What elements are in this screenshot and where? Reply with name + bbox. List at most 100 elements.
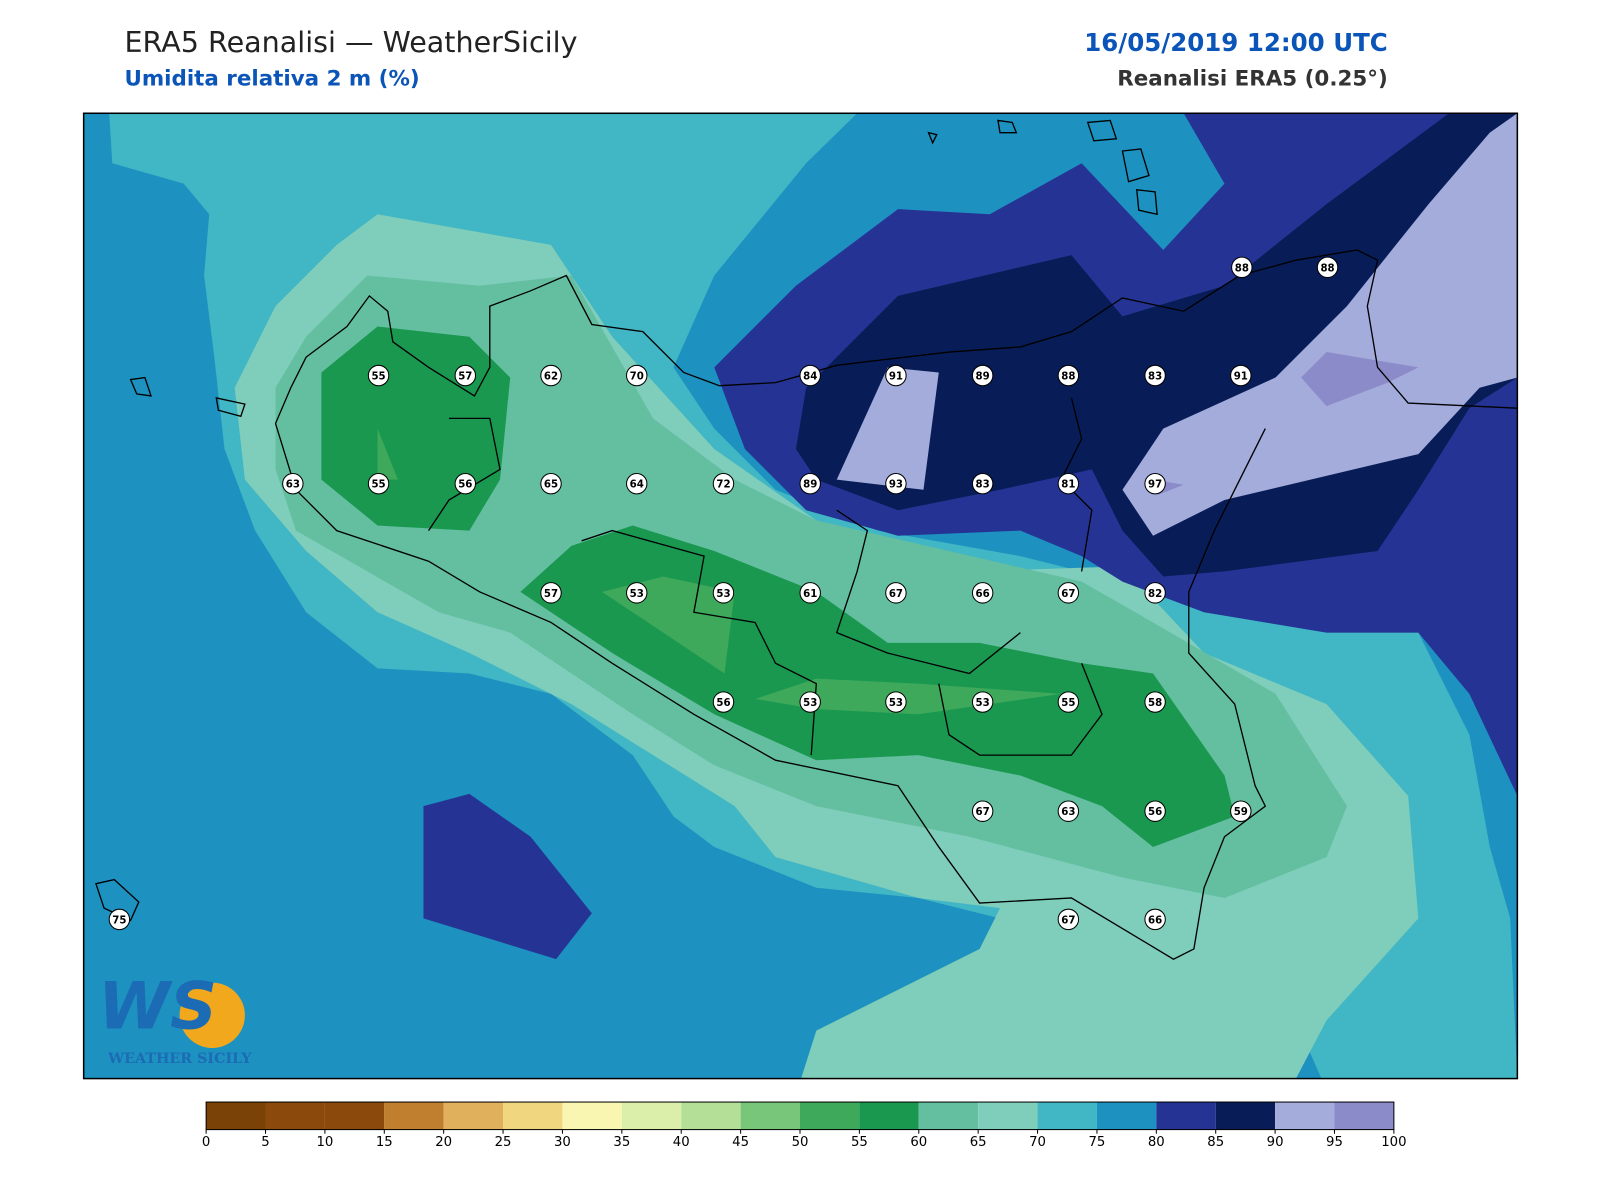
station-marker <box>1057 364 1080 387</box>
station-marker <box>1144 908 1166 931</box>
station-value: 67 <box>889 589 903 600</box>
logo-text: WEATHER SICILY <box>107 1051 252 1067</box>
station-value: 53 <box>630 589 644 600</box>
colorbar-tick-label: 15 <box>376 1135 393 1150</box>
station-marker <box>1144 691 1166 713</box>
station-marker <box>1057 472 1080 495</box>
station-value: 88 <box>1320 263 1334 274</box>
station-marker <box>1144 364 1166 387</box>
source: Reanalisi ERA5 (0.25°) <box>1117 67 1387 92</box>
station-value: 97 <box>1148 480 1162 491</box>
colorbar-bin <box>324 1102 385 1130</box>
colorbar-bin <box>740 1102 800 1130</box>
station-marker <box>367 364 390 387</box>
contour <box>755 678 1062 715</box>
station-value: 53 <box>803 698 817 709</box>
colorbar-bin <box>1037 1102 1097 1130</box>
colorbar-bin <box>1215 1102 1276 1130</box>
station-value: 66 <box>1148 915 1162 926</box>
station-value: 66 <box>976 589 990 600</box>
station-marker <box>626 364 648 387</box>
station-marker <box>971 691 994 713</box>
colorbar-bin <box>1275 1102 1335 1130</box>
colorbar-tick-label: 30 <box>554 1135 571 1150</box>
station-value: 55 <box>371 480 385 491</box>
station-marker <box>885 691 907 713</box>
station-marker <box>1316 256 1339 279</box>
colorbar-tick-label: 95 <box>1326 1135 1343 1150</box>
colorbar-bin <box>384 1102 444 1130</box>
colorbar-bin <box>206 1102 266 1130</box>
station-marker <box>799 582 821 604</box>
contour <box>423 793 592 960</box>
station-marker <box>712 472 735 495</box>
colorbar-tick-label: 55 <box>851 1135 868 1150</box>
station-value: 81 <box>1061 480 1075 491</box>
station-value: 57 <box>544 589 558 600</box>
logo: WS WEATHER SICILY <box>98 968 252 1067</box>
colorbar: 0 5 10 15 20 25 30 35 40 45 50 55 60 65 70 75 80 85 90 95 10… <box>202 1101 1407 1150</box>
station-value: 61 <box>803 589 817 600</box>
station-value: 63 <box>1061 807 1075 818</box>
station-marker <box>1230 364 1252 387</box>
station-marker <box>282 472 304 495</box>
station-marker <box>799 472 821 495</box>
station-value: 70 <box>630 372 644 383</box>
colorbar-tick-label: 50 <box>792 1135 809 1150</box>
colorbar-bin <box>265 1102 325 1130</box>
colorbar-bin <box>621 1102 682 1130</box>
station-value: 59 <box>1234 807 1248 818</box>
stations: 55 57 62 70 84 91 89 88 83 91 88 88 63 55 56 65 64 72 89 93… <box>108 256 1339 931</box>
colorbar-bin <box>1156 1102 1216 1130</box>
colorbar-bin <box>1334 1102 1394 1130</box>
station-marker <box>971 364 994 387</box>
colorbar-tick-label: 10 <box>316 1135 333 1150</box>
colorbar-bin <box>681 1102 741 1130</box>
station-value: 56 <box>716 698 730 709</box>
colorbar-tick-label: 85 <box>1207 1135 1224 1150</box>
subtitle: Umidita relativa 2 m (%) <box>124 67 419 92</box>
station-value: 91 <box>889 372 903 383</box>
map-frame <box>82 112 1519 1080</box>
colorbar-tick-label: 80 <box>1148 1135 1165 1150</box>
station-marker <box>540 582 562 604</box>
datetime: 16/05/2019 12:00 UTC <box>1084 28 1388 57</box>
station-value: 58 <box>1148 698 1162 709</box>
island <box>95 119 1158 922</box>
station-value: 53 <box>976 698 990 709</box>
station-marker <box>108 908 131 931</box>
colorbar-bin <box>562 1102 622 1130</box>
station-value: 55 <box>1061 698 1075 709</box>
station-value: 56 <box>458 480 472 491</box>
colorbar-tick-label: 40 <box>673 1135 690 1150</box>
station-marker <box>454 364 477 387</box>
colorbar-bin <box>1096 1102 1157 1130</box>
station-marker <box>1057 582 1080 604</box>
station-marker <box>971 472 994 495</box>
station-marker <box>626 582 648 604</box>
colorbar-bin <box>978 1102 1038 1130</box>
station-marker <box>1057 908 1080 931</box>
colorbar-bin <box>443 1102 504 1130</box>
station-value: 84 <box>803 372 817 383</box>
contour <box>1122 113 1518 536</box>
station-marker <box>1230 800 1252 822</box>
station-marker <box>971 800 994 822</box>
colorbar-tick-label: 70 <box>1029 1135 1046 1150</box>
contour <box>836 367 939 490</box>
station-value: 91 <box>1234 372 1248 383</box>
colorbar-tick-label: 45 <box>732 1135 749 1150</box>
station-marker <box>799 691 821 713</box>
station-marker <box>626 472 648 495</box>
station-marker <box>885 364 907 387</box>
station-marker <box>540 364 562 387</box>
station-marker <box>1057 691 1080 713</box>
station-value: 53 <box>716 589 730 600</box>
coastline <box>274 249 1518 960</box>
station-value: 67 <box>976 807 990 818</box>
station-value: 53 <box>889 698 903 709</box>
station-marker <box>454 472 477 495</box>
station-value: 75 <box>112 915 126 926</box>
station-marker <box>367 472 390 495</box>
